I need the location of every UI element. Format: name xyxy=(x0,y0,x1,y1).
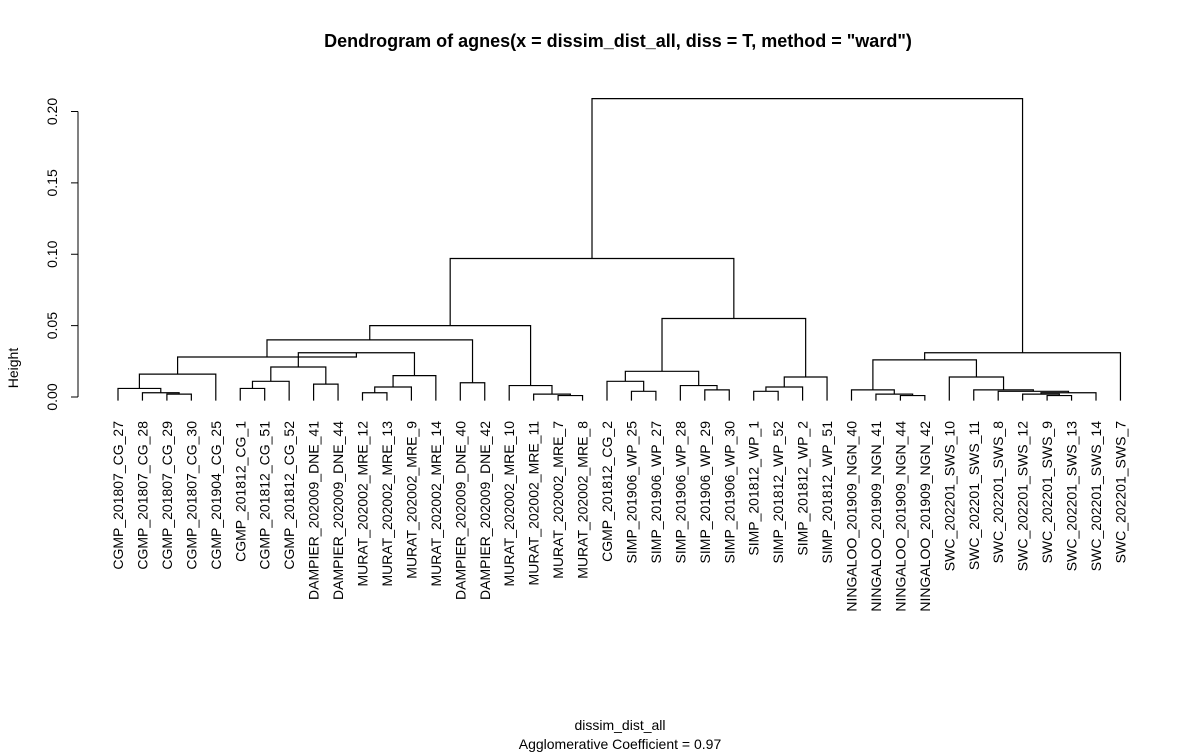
dendrogram-merge xyxy=(899,394,926,401)
leaf-label: SIMP_201812_WP_52 xyxy=(770,421,786,564)
dendrogram-merge xyxy=(1046,394,1073,401)
leaf-label: SIMP_201906_WP_29 xyxy=(697,421,713,564)
leaf-label: MURAT_202002_MRE_14 xyxy=(428,421,444,587)
leaf-label: CGMP_201807_CG_29 xyxy=(159,421,175,570)
y-tick-label: 0.05 xyxy=(44,312,60,339)
dendrogram-merge xyxy=(449,257,735,326)
leaf-label: MURAT_202002_MRE_12 xyxy=(355,421,371,587)
dendrogram-merge xyxy=(459,382,486,401)
dendrogram-merge xyxy=(313,383,339,401)
dendrogram-merge xyxy=(753,390,779,401)
leaf-label: MURAT_202002_MRE_8 xyxy=(575,421,591,579)
leaf-label: SWC_202201_SWS_10 xyxy=(941,421,957,571)
dendrogram-merge xyxy=(661,317,807,378)
leaf-label: MURAT_202002_MRE_9 xyxy=(403,421,419,579)
leaf-label: SWC_202201_SWS_9 xyxy=(1039,421,1055,564)
agglomerative-coefficient: Agglomerative Coefficient = 0.97 xyxy=(519,736,722,752)
leaf-label: MURAT_202002_MRE_10 xyxy=(501,421,517,587)
leaf-label: SIMP_201812_WP_2 xyxy=(795,421,811,556)
leaf-label: CGMP_201812_CG_1 xyxy=(232,421,248,562)
y-tick-label: 0.00 xyxy=(44,383,60,410)
dendrogram-merge xyxy=(166,393,192,401)
chart-title: Dendrogram of agnes(x = dissim_dist_all,… xyxy=(324,31,912,51)
leaf-label: SIMP_201906_WP_28 xyxy=(672,421,688,564)
leaf-label: DAMPIER_202009_DNE_40 xyxy=(452,421,468,600)
dendrogram-merge xyxy=(624,370,700,386)
leaf-label: NINGALOO_201909_NGN_42 xyxy=(917,421,933,612)
leaf-label: SWC_202201_SWS_13 xyxy=(1064,421,1080,571)
leaf-label: CGMP_201812_CG_51 xyxy=(257,421,273,570)
dendrogram-merge xyxy=(392,374,437,401)
dendrogram-merge xyxy=(948,376,1005,401)
dendrogram-merge xyxy=(138,373,217,401)
leaf-label: CGMP_201812_CG_2 xyxy=(599,421,615,562)
leaf-label: NINGALOO_201909_NGN_40 xyxy=(844,421,860,612)
leaf-label: CGMP_201812_CG_52 xyxy=(281,421,297,570)
dendrogram-merge xyxy=(783,376,828,401)
leaf-label: CGMP_201904_CG_25 xyxy=(208,421,224,570)
leaf-label: SWC_202201_SWS_8 xyxy=(990,421,1006,564)
dendrogram-merge xyxy=(239,387,266,401)
leaf-label: SIMP_201812_WP_1 xyxy=(746,421,762,556)
leaf-label: DAMPIER_202009_DNE_42 xyxy=(477,421,493,600)
dendrogram-merge xyxy=(765,386,804,401)
dendrogram-merge xyxy=(361,392,388,401)
y-tick-label: 0.15 xyxy=(44,169,60,196)
leaf-label: CGMP_201807_CG_27 xyxy=(110,421,126,570)
leaf-label: SWC_202201_SWS_12 xyxy=(1015,421,1031,571)
leaf-label: MURAT_202002_MRE_11 xyxy=(526,421,542,586)
leaf-label: SIMP_201906_WP_25 xyxy=(623,421,639,564)
leaf-label: DAMPIER_202009_DNE_41 xyxy=(306,421,322,600)
y-tick-label: 0.20 xyxy=(44,98,60,125)
dendrogram-merge xyxy=(679,384,718,401)
dendrogram-merge xyxy=(369,325,532,386)
x-axis-label: dissim_dist_all xyxy=(574,717,665,733)
leaf-label: NINGALOO_201909_NGN_41 xyxy=(868,421,884,612)
leaf-label: SWC_202201_SWS_11 xyxy=(966,421,982,570)
dendrogram-merge xyxy=(630,390,657,401)
leaf-label: SWC_202201_SWS_7 xyxy=(1112,421,1128,564)
dendrogram-merge xyxy=(591,98,1024,353)
leaf-label: DAMPIER_202009_DNE_44 xyxy=(330,421,346,600)
leaf-label: CGMP_201807_CG_28 xyxy=(134,421,150,570)
leaf-label: SIMP_201906_WP_27 xyxy=(648,421,664,564)
leaf-label: SWC_202201_SWS_14 xyxy=(1088,421,1104,571)
dendrogram-merge xyxy=(297,352,416,376)
y-axis-label: Height xyxy=(5,348,21,389)
dendrogram-merge xyxy=(704,389,730,401)
dendrogram-merge xyxy=(557,394,584,401)
dendrogram-merge xyxy=(374,386,412,401)
dendrogram-merge xyxy=(251,380,290,401)
leaf-label: CGMP_201807_CG_30 xyxy=(183,421,199,570)
y-tick-label: 0.10 xyxy=(44,240,60,267)
dendrogram-merge xyxy=(117,387,162,401)
dendrogram-branches xyxy=(117,98,1122,401)
leaf-label: SIMP_201812_WP_51 xyxy=(819,421,835,564)
leaf-label: MURAT_202002_MRE_7 xyxy=(550,421,566,579)
leaf-label: MURAT_202002_MRE_13 xyxy=(379,421,395,587)
dendrogram-merge xyxy=(508,384,553,401)
dendrogram-merge xyxy=(850,389,895,401)
leaf-label: SIMP_201906_WP_30 xyxy=(721,421,737,564)
leaf-label: NINGALOO_201909_NGN_44 xyxy=(892,421,908,612)
dendrogram-merge xyxy=(872,359,978,390)
leaf-labels: CGMP_201807_CG_27 CGMP_201807_CG_28 CGMP_2… xyxy=(110,421,1128,612)
y-axis: 0.00 0.05 0.10 0.15 0.20 xyxy=(44,98,79,411)
